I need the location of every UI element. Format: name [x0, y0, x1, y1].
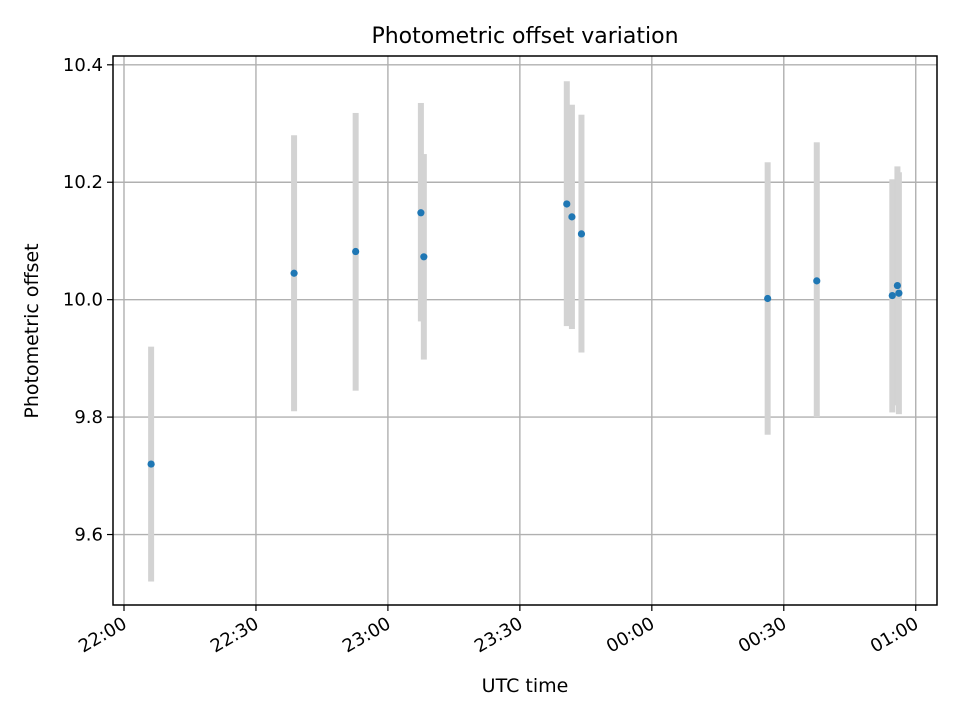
- y-axis-label: Photometric offset: [21, 243, 43, 418]
- data-point: [352, 247, 360, 256]
- data-point: [813, 277, 821, 285]
- data-point: [568, 213, 576, 221]
- plot-frame: [112, 55, 938, 606]
- data-points: [147, 200, 903, 468]
- data-point: [577, 230, 586, 238]
- data-point: [888, 291, 896, 300]
- data-point: [417, 209, 425, 217]
- data-point: [420, 253, 428, 261]
- grid-lines: [113, 56, 937, 605]
- y-tick-label: 9.8: [74, 407, 103, 428]
- data-point: [290, 269, 298, 277]
- data-point: [764, 294, 772, 303]
- y-axis-ticks: 9.6 9.8 10.0 10.2 10.4: [63, 55, 113, 546]
- data-point: [563, 200, 571, 208]
- data-point: [895, 289, 903, 297]
- y-tick-label: 10.0: [63, 290, 103, 311]
- y-tick-label: 10.4: [63, 55, 103, 76]
- data-point: [893, 281, 902, 290]
- y-tick-label: 9.6: [74, 525, 103, 546]
- y-tick-label: 10.2: [63, 172, 103, 193]
- chart-title: Photometric offset variation: [371, 24, 678, 49]
- x-axis-label: UTC time: [482, 675, 569, 697]
- data-point: [147, 460, 155, 468]
